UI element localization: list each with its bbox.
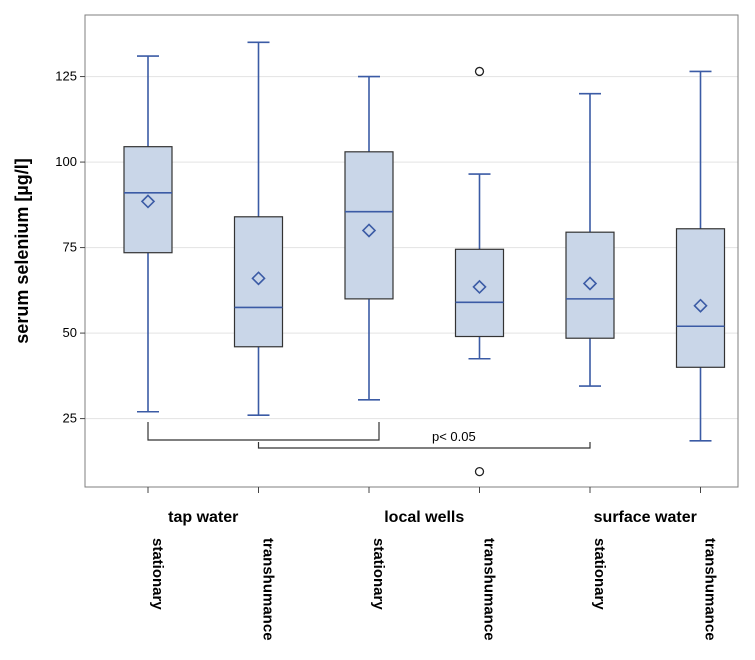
- bracket-transhumance: [257, 442, 591, 449]
- x-tick-label: transhumance: [260, 538, 277, 641]
- outlier-point: [474, 66, 485, 77]
- y-tick-label: 25: [63, 411, 77, 426]
- y-axis-label: serum selenium [µg/l]: [12, 158, 32, 343]
- group-label: surface water: [594, 509, 697, 526]
- y-tick-label: 50: [63, 325, 77, 340]
- outlier-point: [474, 466, 485, 477]
- iqr-box: [123, 146, 173, 254]
- x-tick-label: stationary: [149, 538, 166, 610]
- x-tick-label: stationary: [370, 538, 387, 610]
- mean-marker: [361, 223, 377, 238]
- group-label: local wells: [384, 509, 464, 526]
- y-tick-label: 100: [55, 154, 77, 169]
- box-tap-water-transhumance: [233, 41, 284, 416]
- y-tick-label: 125: [55, 69, 77, 84]
- x-tick-label: transhumance: [702, 538, 719, 641]
- mean-marker: [472, 279, 487, 295]
- x-axis: stationary transhumance stationary transhum…: [147, 487, 719, 641]
- group-label: tap water: [168, 509, 238, 526]
- p-value-label: p< 0.05: [432, 429, 476, 444]
- iqr-box: [233, 216, 284, 348]
- box-local-wells-transhumance: [454, 66, 505, 477]
- mean-marker: [251, 271, 266, 286]
- box-surface-water-stationary: [565, 92, 615, 387]
- iqr-box: [565, 231, 615, 339]
- box-local-wells-stationary: [344, 75, 394, 401]
- y-tick-label: 75: [63, 240, 77, 255]
- iqr-box: [675, 228, 726, 368]
- y-axis: 25 50 75 100 125: [55, 69, 85, 426]
- significance-annotation: p< 0.05: [147, 422, 591, 449]
- x-tick-label: stationary: [591, 538, 608, 610]
- bracket-stationary: [147, 422, 380, 441]
- box-surface-water-transhumance: [675, 70, 726, 442]
- plot-frame: [84, 14, 739, 488]
- mean-marker: [140, 194, 156, 209]
- grid-lines: [85, 76, 738, 420]
- mean-marker: [693, 298, 708, 313]
- box-series: [123, 41, 726, 477]
- mean-marker: [582, 276, 598, 291]
- x-tick-label: transhumance: [481, 538, 498, 641]
- box-tap-water-stationary: [123, 55, 173, 413]
